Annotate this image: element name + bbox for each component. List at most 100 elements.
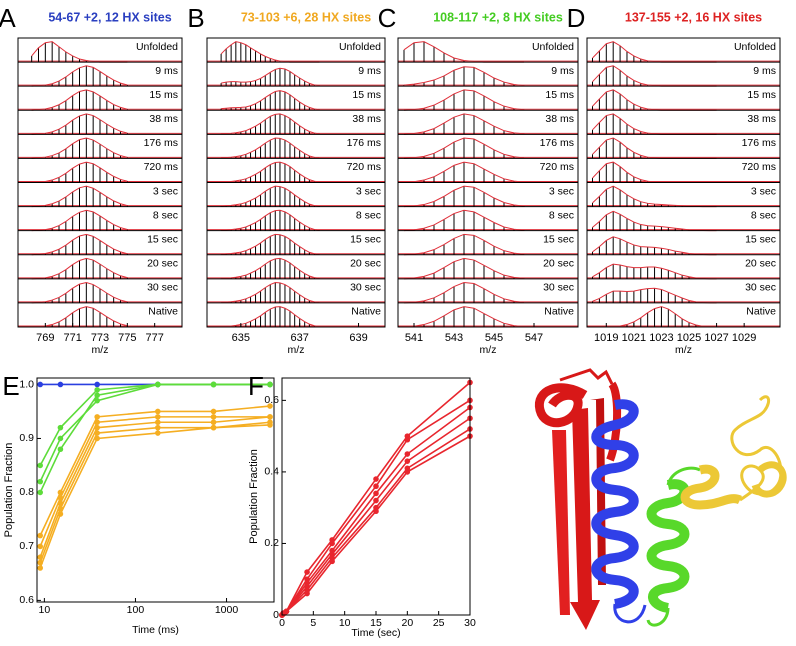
- row-label: 720 ms: [144, 161, 178, 173]
- series-marker: [155, 414, 161, 420]
- series-line: [39, 405, 271, 536]
- x-tick-label: 1019: [594, 332, 618, 344]
- series-line: [281, 435, 471, 616]
- series-marker: [329, 540, 335, 547]
- series-marker: [94, 430, 100, 436]
- series-marker: [210, 414, 217, 420]
- panel-title: 54-67 +2, 12 HX sites: [48, 10, 171, 24]
- frame: [206, 37, 386, 328]
- row-label: 3 sec: [356, 185, 381, 197]
- x-tick-label: 30: [464, 617, 476, 629]
- row-label: 30 sec: [147, 282, 178, 294]
- red-helix: [534, 383, 588, 428]
- fit-curve: [403, 306, 525, 328]
- x-tick-label: 775: [118, 332, 136, 344]
- fit-curve: [31, 113, 128, 135]
- row-label: Native: [746, 306, 776, 318]
- x-tick-label: 543: [445, 332, 463, 344]
- x-tick-label: 0: [279, 617, 285, 629]
- row-label: Native: [148, 306, 178, 318]
- series-marker: [329, 558, 335, 565]
- fit-curve: [592, 287, 717, 304]
- fit-curve: [592, 65, 717, 87]
- fit-curve: [403, 257, 525, 280]
- x-axis-label: Time (ms): [132, 624, 179, 636]
- series-marker: [155, 408, 161, 415]
- panel-title: 108-117 +2, 8 HX sites: [433, 10, 563, 24]
- series-marker: [373, 497, 379, 504]
- row-label: 20 sec: [147, 258, 178, 270]
- series-line: [39, 383, 270, 493]
- fit-curve: [403, 281, 525, 304]
- row-label: 176 ms: [144, 137, 178, 149]
- blue-helix: [591, 399, 639, 609]
- x-tick-label: 635: [232, 332, 250, 344]
- panel-letter: F: [248, 371, 264, 401]
- series-marker: [37, 543, 44, 550]
- x-tick-label: 541: [405, 332, 423, 344]
- y-axis-label: Population Fraction: [3, 443, 15, 538]
- fit-curve: [31, 209, 128, 232]
- fit-curve: [403, 233, 525, 256]
- series-marker: [94, 387, 100, 393]
- row-label: 38 ms: [545, 113, 574, 125]
- fit-curve: [403, 113, 525, 135]
- series-marker: [373, 508, 379, 515]
- row-label: 176 ms: [540, 137, 574, 149]
- series-marker: [37, 478, 44, 485]
- x-tick-label: 769: [36, 332, 54, 344]
- row-label: Unfolded: [136, 41, 178, 53]
- fit-curve: [221, 185, 320, 207]
- frame: [397, 37, 579, 328]
- series-marker: [210, 424, 217, 431]
- fit-curve: [221, 209, 320, 231]
- x-tick-label: 10: [339, 617, 351, 629]
- y-tick-label: 0.4: [264, 466, 279, 478]
- row-label: 15 sec: [543, 233, 574, 245]
- fit-curve: [221, 137, 320, 159]
- blue-loop: [613, 603, 647, 624]
- series-marker: [304, 590, 310, 597]
- panel-letter: A: [0, 3, 16, 33]
- series-marker: [37, 381, 44, 388]
- fit-curve: [592, 41, 717, 63]
- y-tick-label: 0.2: [264, 537, 279, 549]
- series-marker: [373, 483, 379, 490]
- row-label: 720 ms: [347, 161, 381, 173]
- panel-title: 73-103 +6, 28 HX sites: [241, 10, 371, 24]
- row-label: Native: [544, 306, 574, 318]
- series-marker: [94, 397, 100, 404]
- panel-letter: D: [567, 3, 586, 33]
- protein-structure: [534, 368, 787, 630]
- plot-frame: [281, 377, 471, 616]
- row-label: 9 ms: [551, 65, 574, 77]
- x-axis-label: m/z: [92, 344, 109, 356]
- row-label: 9 ms: [753, 65, 776, 77]
- x-tick-label: 1023: [649, 332, 673, 344]
- red-loop: [606, 381, 622, 462]
- fit-curve: [31, 41, 128, 63]
- row-label: Unfolded: [532, 41, 574, 53]
- x-tick-label: 773: [91, 332, 109, 344]
- fit-curve: [31, 306, 128, 328]
- green-helix: [646, 479, 690, 613]
- series-marker: [210, 381, 217, 388]
- series-marker: [37, 532, 44, 539]
- fit-curve: [592, 236, 717, 256]
- fit-curve: [592, 185, 717, 208]
- row-label: 38 ms: [747, 113, 776, 125]
- x-tick-label: 1000: [215, 604, 239, 616]
- fit-curve: [31, 137, 128, 159]
- series-marker: [155, 430, 161, 436]
- series-marker: [94, 381, 100, 388]
- fit-curve: [221, 233, 320, 255]
- x-tick-label: 25: [433, 617, 445, 629]
- series-marker: [283, 608, 290, 615]
- fit-curve: [221, 90, 320, 111]
- x-tick-label: 777: [145, 332, 163, 344]
- row-label: 20 sec: [543, 258, 574, 270]
- x-axis-label: m/z: [288, 344, 305, 356]
- row-label: 15 sec: [147, 233, 178, 245]
- row-label: 9 ms: [155, 65, 178, 77]
- fit-curve: [31, 161, 128, 183]
